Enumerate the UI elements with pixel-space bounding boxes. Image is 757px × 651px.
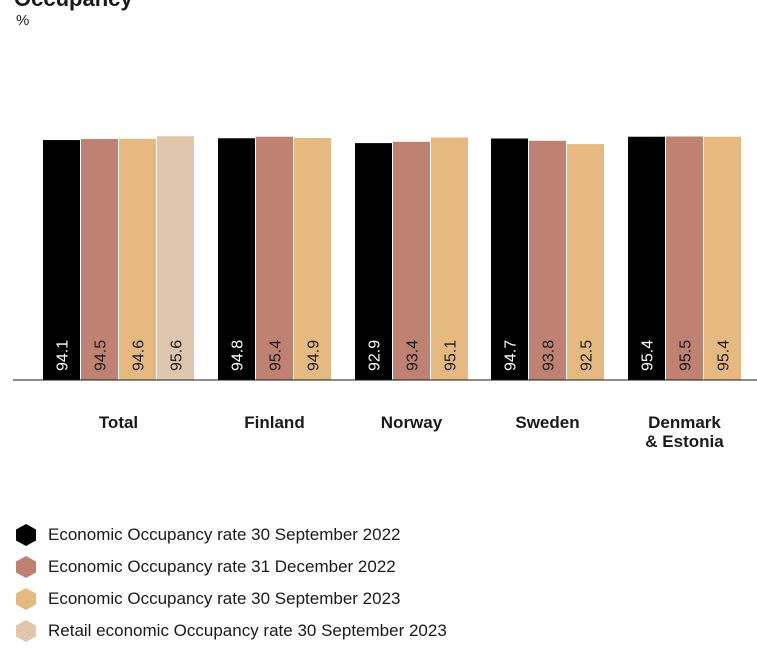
legend: Economic Occupancy rate 30 September 202… (14, 523, 447, 651)
bar-value-label: 94.1 (55, 340, 72, 371)
bar (294, 138, 331, 380)
bar-value-label: 94.5 (93, 340, 110, 371)
bar (431, 137, 468, 380)
bar (218, 138, 255, 380)
category-label: & Estonia (645, 432, 724, 451)
chart-title: Occupancy (14, 0, 133, 12)
bar (529, 140, 566, 380)
hexagon-icon (16, 620, 36, 642)
category-label: Total (99, 413, 138, 432)
bar-value-label: 94.6 (131, 340, 148, 371)
bar (666, 136, 703, 380)
bar (567, 144, 604, 380)
category-label: Sweden (515, 413, 579, 432)
bar (393, 141, 430, 380)
bar (157, 136, 194, 380)
bar-value-label: 94.8 (230, 340, 247, 371)
bar-value-label: 92.9 (367, 340, 384, 371)
bar (704, 136, 741, 380)
bar-value-label: 93.4 (405, 340, 422, 371)
bar (256, 136, 293, 380)
category-label: Finland (244, 413, 304, 432)
bar-value-label: 95.4 (716, 340, 733, 371)
hexagon-icon (16, 588, 36, 610)
hexagon-icon (16, 556, 36, 578)
legend-item: Economic Occupancy rate 30 September 202… (14, 523, 447, 547)
bar-value-label: 92.5 (579, 340, 596, 371)
hexagon-icon (16, 524, 36, 546)
unit-label: % (16, 12, 30, 29)
category-label: Norway (381, 413, 443, 432)
legend-item: Economic Occupancy rate 31 December 2022 (14, 555, 447, 579)
category-label: Denmark (648, 413, 721, 432)
bar (491, 138, 528, 380)
bar (355, 143, 392, 380)
bar (81, 139, 118, 380)
legend-item: Economic Occupancy rate 30 September 202… (14, 587, 447, 611)
bar-value-label: 95.5 (678, 340, 695, 371)
bar-value-label: 95.4 (640, 340, 657, 371)
legend-label: Economic Occupancy rate 31 December 2022 (48, 557, 396, 576)
bar (119, 138, 156, 380)
bar-value-label: 95.4 (268, 340, 285, 371)
bar-chart: 94.1 94.5 94.6 95.6 Total 94.8 95.4 94.9 Finland… (13, 136, 757, 451)
bar-value-label: 94.9 (306, 340, 323, 371)
bar (43, 140, 80, 380)
bar (628, 136, 665, 380)
legend-item: Retail economic Occupancy rate 30 Septem… (14, 619, 447, 643)
legend-label: Economic Occupancy rate 30 September 202… (48, 525, 401, 544)
legend-label: Retail economic Occupancy rate 30 Septem… (48, 621, 447, 640)
bar-value-label: 95.1 (443, 340, 460, 371)
bar-value-label: 94.7 (503, 340, 520, 371)
bar-value-label: 95.6 (169, 340, 186, 371)
bar-value-label: 93.8 (541, 340, 558, 371)
legend-label: Economic Occupancy rate 30 September 202… (48, 589, 401, 608)
